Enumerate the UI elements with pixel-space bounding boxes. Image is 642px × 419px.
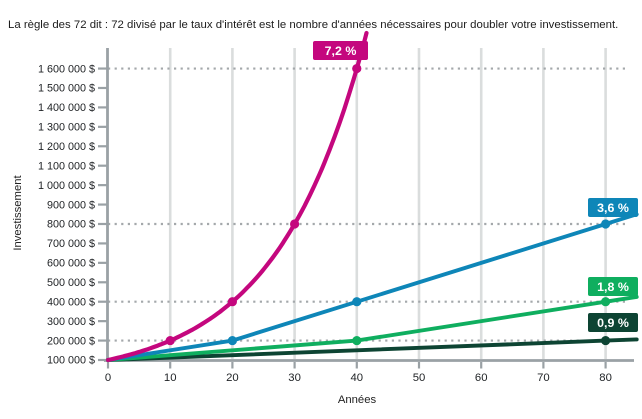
x-tick-label: 0 — [105, 372, 111, 384]
tick-labels-layer: 100 000 $ 200 000 $ 300 000 $ 400 000 $ 500 … — [38, 63, 612, 384]
y-tick-label: 1 600 000 $ — [38, 63, 95, 75]
y-tick-label: 100 000 $ — [47, 355, 95, 367]
y-tick-label: 1 500 000 $ — [38, 83, 95, 95]
x-axis-title: Années — [338, 394, 377, 406]
y-tick-label: 1 300 000 $ — [38, 122, 95, 134]
data-point — [601, 297, 611, 307]
data-points-layer — [165, 63, 611, 346]
chart-title: La règle des 72 dit : 72 divisé par le t… — [8, 19, 618, 31]
rate-tag-label: 1,8 % — [597, 280, 629, 294]
series-lines-layer — [105, 30, 639, 363]
x-tick-label: 20 — [226, 372, 239, 384]
rate-tag-label: 0,9 % — [597, 316, 629, 330]
y-tick-label: 1 000 000 $ — [38, 180, 95, 192]
y-tick-label: 600 000 $ — [47, 258, 95, 270]
x-tick-label: 70 — [537, 372, 550, 384]
rate-tag-label: 7,2 % — [325, 44, 357, 58]
rate-tag-box — [588, 313, 638, 332]
y-tick-label: 1 200 000 $ — [38, 141, 95, 153]
x-tick-label: 10 — [164, 372, 177, 384]
x-tick-label: 30 — [288, 372, 301, 384]
x-tick-label: 60 — [475, 372, 488, 384]
series-line-1 — [106, 294, 639, 362]
y-axis-title: Investissement — [12, 174, 24, 250]
data-point — [227, 335, 237, 346]
data-point — [352, 297, 362, 307]
series-line-0 — [106, 337, 639, 362]
series-line-3 — [105, 30, 369, 363]
x-tick-label: 80 — [599, 372, 612, 384]
gridlines-layer — [168, 48, 607, 359]
rate-tag-label: 3,6 % — [597, 201, 629, 215]
x-tick-label: 40 — [351, 372, 364, 384]
y-tick-label: 1 100 000 $ — [38, 160, 95, 172]
x-tick-label: 50 — [413, 372, 426, 384]
y-tick-label: 500 000 $ — [47, 277, 95, 289]
data-point — [352, 335, 362, 346]
rate-tag-box — [588, 277, 638, 296]
data-point — [352, 63, 362, 74]
data-point — [227, 297, 237, 307]
data-point — [601, 219, 611, 229]
y-tick-label: 700 000 $ — [47, 238, 95, 250]
y-tick-label: 900 000 $ — [47, 199, 95, 211]
data-point — [165, 335, 175, 346]
rate-tag-box — [588, 198, 638, 217]
y-tick-label: 300 000 $ — [47, 316, 95, 328]
y-tick-label: 200 000 $ — [47, 335, 95, 347]
series-line-2 — [106, 212, 639, 362]
dotted-guides-layer — [108, 67, 628, 342]
data-point — [601, 335, 611, 346]
y-tick-label: 800 000 $ — [47, 219, 95, 231]
axes-layer — [98, 48, 634, 369]
rate-tags-layer: 0,9 % 1,8 % 3,6 % 7,2 % — [313, 41, 638, 332]
y-tick-label: 1 400 000 $ — [38, 102, 95, 114]
data-point — [290, 219, 300, 229]
rate-tag-box — [313, 41, 368, 60]
y-tick-label: 400 000 $ — [47, 296, 95, 308]
